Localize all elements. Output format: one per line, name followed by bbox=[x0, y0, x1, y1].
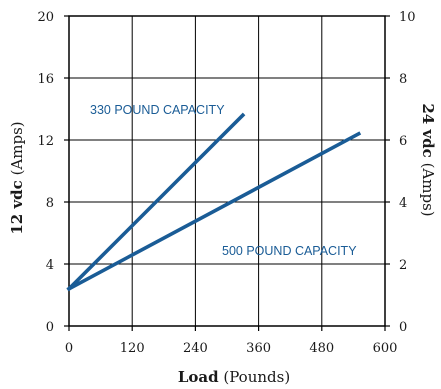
series-lines bbox=[66, 112, 362, 292]
right-tick-label: 0 bbox=[399, 320, 407, 335]
left-axis-title-rest: (Amps) bbox=[8, 121, 26, 180]
series-line-330 bbox=[66, 112, 246, 292]
x-tick-label: 360 bbox=[246, 341, 271, 356]
left-axis-title: 12 vdc (Amps) bbox=[8, 121, 26, 234]
right-axis-title-rest: (Amps) bbox=[419, 158, 437, 217]
x-axis-title-rest: (Pounds) bbox=[219, 368, 291, 386]
left-tick-label: 16 bbox=[37, 72, 54, 87]
grid-lines bbox=[68, 15, 386, 327]
x-axis-title: Load (Pounds) bbox=[178, 368, 290, 386]
x-tick-label: 0 bbox=[65, 341, 73, 356]
right-tick-label: 6 bbox=[399, 134, 407, 149]
x-tick-label: 120 bbox=[120, 341, 145, 356]
right-tick-label: 4 bbox=[399, 196, 407, 211]
series-label-330: 330 POUND CAPACITY bbox=[90, 103, 225, 117]
plot-frame bbox=[68, 15, 386, 327]
left-tick-label: 12 bbox=[37, 134, 54, 149]
left-tick-label: 4 bbox=[46, 258, 54, 273]
right-tick-label: 2 bbox=[399, 258, 407, 273]
x-tick-label: 240 bbox=[183, 341, 208, 356]
left-tick-label: 8 bbox=[46, 196, 54, 211]
left-tick-label: 0 bbox=[46, 320, 54, 335]
series-label-500: 500 POUND CAPACITY bbox=[222, 244, 357, 258]
right-tick-label: 10 bbox=[399, 10, 416, 25]
x-tick-label: 600 bbox=[373, 341, 398, 356]
left-axis-ticks: 0 4 8 12 16 20 bbox=[37, 10, 69, 335]
right-axis-ticks: 0 2 4 6 8 10 bbox=[385, 10, 416, 335]
x-axis-ticks: 0 120 240 360 480 600 bbox=[65, 326, 398, 356]
series-line-500 bbox=[66, 131, 362, 292]
x-tick-label: 480 bbox=[309, 341, 334, 356]
left-axis-title-bold: 12 vdc bbox=[8, 180, 26, 234]
right-axis-title: 24 vdc (Amps) bbox=[419, 103, 437, 216]
x-axis-title-bold: Load bbox=[178, 368, 219, 386]
right-tick-label: 8 bbox=[399, 72, 407, 87]
right-axis-title-bold: 24 vdc bbox=[419, 103, 437, 157]
left-tick-label: 20 bbox=[37, 10, 54, 25]
